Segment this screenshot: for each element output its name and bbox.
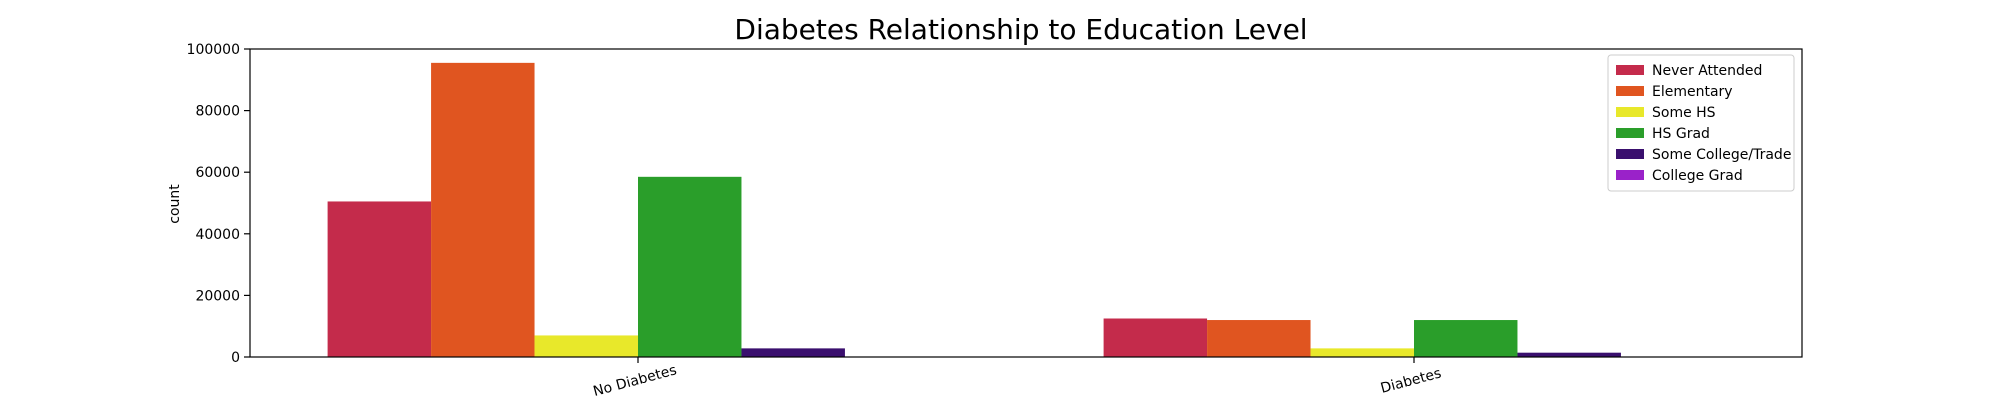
bar-0-3 <box>638 176 742 357</box>
x-tick-label: Diabetes <box>1379 365 1443 397</box>
legend-swatch <box>1616 128 1644 138</box>
chart-title: Diabetes Relationship to Education Level <box>734 13 1307 46</box>
legend-swatch <box>1616 107 1644 117</box>
bars <box>327 62 1621 358</box>
y-tick-label: 20000 <box>195 288 240 304</box>
bar-0-4 <box>741 348 845 357</box>
bar-0-2 <box>534 335 638 357</box>
bar-1-1 <box>1207 320 1311 357</box>
y-axis-label: count <box>167 184 183 224</box>
legend-label: College Grad <box>1652 168 1743 184</box>
legend-swatch <box>1616 170 1644 180</box>
y-tick-label: 60000 <box>195 165 240 181</box>
legend-swatch <box>1616 86 1644 96</box>
legend-label: Elementary <box>1652 84 1733 100</box>
legend-label: Some College/Trade <box>1652 147 1791 163</box>
bar-1-0 <box>1103 318 1208 357</box>
x-axis-ticks: No Diabetes Diabetes <box>592 357 1443 400</box>
legend-box <box>1607 54 1795 192</box>
bar-1-3 <box>1414 320 1518 357</box>
y-tick-label: 40000 <box>195 227 240 243</box>
legend-swatch <box>1616 65 1644 75</box>
legend: Never Attended Elementary Some HS HS Grad So… <box>1607 54 1795 192</box>
legend-label: Some HS <box>1652 105 1716 121</box>
y-tick-label: 0 <box>231 350 240 366</box>
y-axis-ticks: 0 20000 40000 60000 80000 100000 <box>187 42 250 366</box>
bar-1-2 <box>1310 348 1414 357</box>
x-tick-label: No Diabetes <box>592 362 679 400</box>
bar-0-1 <box>431 62 535 358</box>
y-tick-label: 100000 <box>187 42 240 58</box>
y-tick-label: 80000 <box>195 104 240 120</box>
legend-swatch <box>1616 149 1644 159</box>
legend-label: Never Attended <box>1652 63 1762 79</box>
bar-0-0 <box>327 201 432 357</box>
legend-label: HS Grad <box>1652 126 1710 142</box>
plot-frame <box>249 48 1803 358</box>
bar-1-4 <box>1517 352 1621 357</box>
